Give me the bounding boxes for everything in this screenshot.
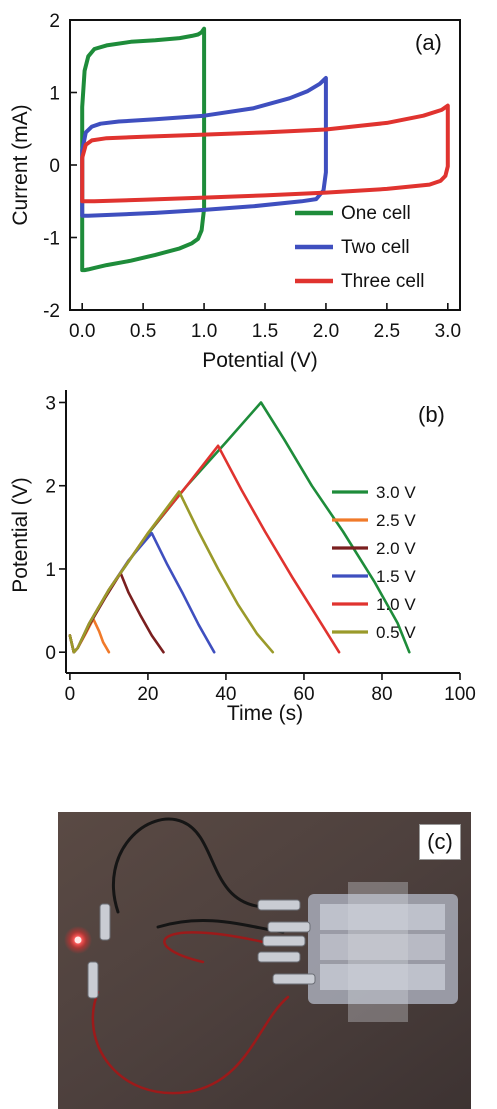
panel-a-y-ticks: -2 -1 0 1 2 [43, 11, 77, 322]
y-tick-label: -1 [43, 229, 60, 250]
series-line-1-0-v [68, 444, 341, 654]
y-tick-label: 0 [49, 156, 60, 177]
x-tick-label: 1.5 [252, 321, 278, 342]
x-tick-label: 100 [444, 684, 476, 705]
panel-a-x-ticks: 0.0 0.5 1.0 1.5 2.0 2.5 3.0 [69, 303, 461, 342]
panel-c-label: (c) [419, 824, 461, 860]
series-line-one-cell [80, 26, 207, 273]
device-photo-drawing [58, 812, 471, 1109]
x-tick-label: 0 [65, 684, 76, 705]
series-line-0-5-v [68, 490, 275, 654]
panel-b-gcd-chart: 0 20 40 60 80 100 0 1 2 3 (b) Time (s) Potential… [9, 390, 476, 725]
y-tick-label: 2 [45, 477, 56, 498]
x-tick-label: 1.0 [191, 321, 217, 342]
x-tick-label: 0.0 [69, 321, 95, 342]
panel-c-photo: (c) [58, 812, 471, 1109]
x-tick-label: 40 [215, 684, 236, 705]
alligator-clips [87, 899, 316, 999]
led [74, 936, 82, 944]
series-line-1-5-v [68, 531, 216, 654]
legend-label: Two cell [341, 237, 410, 258]
x-tick-label: 2.0 [313, 321, 339, 342]
legend-label: 1.5 V [376, 567, 416, 586]
legend-label: 3.0 V [376, 483, 416, 502]
y-tick-label: -2 [43, 301, 60, 322]
y-tick-label: 1 [45, 560, 56, 581]
x-tick-label: 60 [293, 684, 314, 705]
panel-a-plot-frame [69, 19, 461, 311]
legend-label: 2.5 V [376, 511, 416, 530]
tape-wrapped-cells [308, 882, 458, 1022]
panel-b-y-ticks: 0 1 2 3 [45, 393, 66, 664]
panel-b-x-ticks: 0 20 40 60 80 100 [65, 673, 476, 705]
series-line-two-cell [80, 76, 328, 218]
y-tick-label: 0 [45, 643, 56, 664]
x-tick-label: 20 [137, 684, 158, 705]
x-tick-label: 0.5 [130, 321, 156, 342]
panel-b-x-axis-title: Time (s) [227, 702, 303, 725]
panel-a-label: (a) [415, 30, 442, 55]
panel-a-curves [80, 26, 450, 273]
legend-label: Three cell [341, 271, 424, 292]
series-line-2-0-v [68, 571, 165, 654]
panel-a-x-axis-title: Potential (V) [202, 349, 318, 372]
y-tick-label: 3 [45, 393, 56, 414]
panel-a-legend: One cell Two cell Three cell [295, 203, 424, 292]
legend-label: 2.0 V [376, 539, 416, 558]
panel-a-cv-chart: 0.0 0.5 1.0 1.5 2.0 2.5 3.0 -2 -1 0 1 2 (a) Potent… [9, 11, 461, 372]
legend-label: 1.0 V [376, 595, 416, 614]
x-tick-label: 80 [371, 684, 392, 705]
legend-label: One cell [341, 203, 411, 224]
panel-b-legend: 3.0 V 2.5 V 2.0 V 1.5 V 1.0 V 0.5 V [332, 483, 416, 642]
x-tick-label: 2.5 [374, 321, 400, 342]
panel-b-label: (b) [418, 402, 445, 427]
series-line-three-cell [80, 103, 450, 204]
panel-a-y-axis-title: Current (mA) [9, 104, 32, 225]
series-line-3-0-v [68, 401, 411, 654]
x-tick-label: 3.0 [435, 321, 461, 342]
panel-b-curves [68, 401, 411, 654]
y-tick-label: 1 [49, 84, 60, 105]
legend-label: 0.5 V [376, 623, 416, 642]
panel-b-y-axis-title: Potential (V) [9, 477, 32, 593]
y-tick-label: 2 [49, 11, 60, 32]
